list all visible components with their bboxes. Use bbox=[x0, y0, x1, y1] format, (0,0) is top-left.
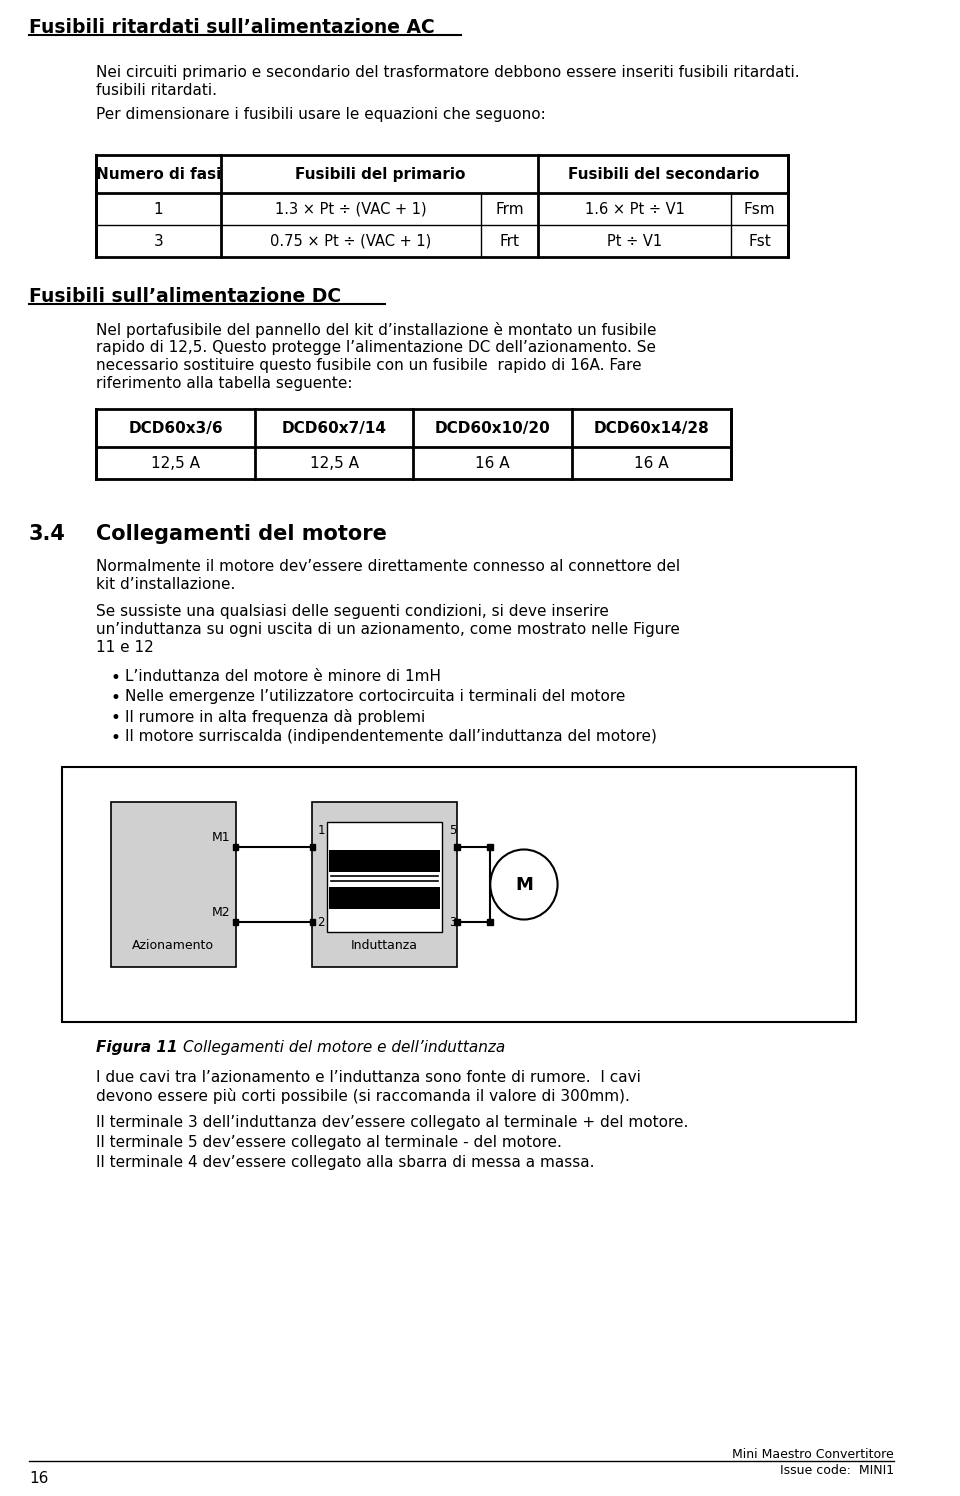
Text: Fusibili del secondario: Fusibili del secondario bbox=[567, 166, 759, 181]
Bar bbox=[232, 844, 238, 850]
Text: Mini Maestro Convertitore: Mini Maestro Convertitore bbox=[732, 1448, 894, 1462]
Text: Il motore surriscalda (indipendentemente dall’induttanza del motore): Il motore surriscalda (indipendentemente… bbox=[125, 729, 657, 744]
Text: M1: M1 bbox=[212, 830, 230, 844]
Text: Issue code:  MINI1: Issue code: MINI1 bbox=[780, 1465, 894, 1477]
Text: 16: 16 bbox=[29, 1471, 48, 1486]
Text: I due cavi tra l’azionamento e l’induttanza sono fonte di rumore.  I cavi: I due cavi tra l’azionamento e l’indutta… bbox=[96, 1070, 641, 1085]
Text: 12,5 A: 12,5 A bbox=[151, 455, 200, 471]
Text: 11 e 12: 11 e 12 bbox=[96, 640, 154, 655]
Text: Frm: Frm bbox=[495, 202, 524, 217]
Text: 16 A: 16 A bbox=[634, 455, 668, 471]
Text: 1: 1 bbox=[154, 202, 163, 217]
Circle shape bbox=[491, 850, 558, 920]
Text: 5: 5 bbox=[449, 824, 456, 836]
Text: Figura 11: Figura 11 bbox=[96, 1040, 178, 1055]
Text: DCD60x7/14: DCD60x7/14 bbox=[281, 420, 387, 435]
Text: DCD60x3/6: DCD60x3/6 bbox=[128, 420, 223, 435]
Bar bbox=[309, 919, 315, 925]
Text: Se sussiste una qualsiasi delle seguenti condizioni, si deve inserire: Se sussiste una qualsiasi delle seguenti… bbox=[96, 604, 609, 619]
Bar bbox=[309, 844, 315, 850]
Bar bbox=[62, 767, 855, 1022]
Text: 1: 1 bbox=[317, 824, 324, 836]
Bar bbox=[328, 850, 441, 872]
Bar bbox=[328, 887, 441, 910]
Text: M2: M2 bbox=[212, 907, 230, 919]
Text: M: M bbox=[515, 875, 533, 893]
Bar bbox=[96, 408, 731, 479]
Bar bbox=[454, 844, 460, 850]
Text: DCD60x14/28: DCD60x14/28 bbox=[593, 420, 709, 435]
Text: Collegamenti del motore: Collegamenti del motore bbox=[96, 524, 387, 545]
Text: Il terminale 4 dev’essere collegato alla sbarra di messa a massa.: Il terminale 4 dev’essere collegato alla… bbox=[96, 1155, 594, 1170]
Text: rapido di 12,5. Questo protegge l’alimentazione DC dell’azionamento. Se: rapido di 12,5. Questo protegge l’alimen… bbox=[96, 340, 656, 355]
Bar bbox=[110, 802, 235, 966]
Text: 2: 2 bbox=[317, 916, 324, 929]
Bar bbox=[454, 919, 460, 925]
Text: Frt: Frt bbox=[499, 233, 519, 248]
Text: Fst: Fst bbox=[748, 233, 771, 248]
Text: necessario sostituire questo fusibile con un fusibile  rapido di 16A. Fare: necessario sostituire questo fusibile co… bbox=[96, 358, 641, 373]
Text: Nel portafusibile del pannello del kit d’installazione è montato un fusibile: Nel portafusibile del pannello del kit d… bbox=[96, 322, 657, 338]
Text: Fusibili del primario: Fusibili del primario bbox=[295, 166, 465, 181]
Bar bbox=[312, 802, 457, 966]
Bar bbox=[488, 844, 493, 850]
Text: Normalmente il motore dev’essere direttamente connesso al connettore del: Normalmente il motore dev’essere diretta… bbox=[96, 560, 681, 574]
Bar bbox=[96, 156, 788, 257]
Bar bbox=[326, 821, 443, 932]
Text: Pt ÷ V1: Pt ÷ V1 bbox=[607, 233, 662, 248]
Bar bbox=[232, 919, 238, 925]
Text: Il terminale 5 dev’essere collegato al terminale - del motore.: Il terminale 5 dev’essere collegato al t… bbox=[96, 1135, 562, 1150]
Text: 1.3 × Pt ÷ (VAC + 1): 1.3 × Pt ÷ (VAC + 1) bbox=[276, 202, 426, 217]
Text: Collegamenti del motore e dell’induttanza: Collegamenti del motore e dell’induttanz… bbox=[182, 1040, 505, 1055]
Text: un’induttanza su ogni uscita di un azionamento, come mostrato nelle Figure: un’induttanza su ogni uscita di un azion… bbox=[96, 622, 680, 637]
Text: 0.75 × Pt ÷ (VAC + 1): 0.75 × Pt ÷ (VAC + 1) bbox=[271, 233, 431, 248]
Text: 12,5 A: 12,5 A bbox=[309, 455, 359, 471]
Text: Numero di fasi: Numero di fasi bbox=[96, 166, 221, 181]
Text: •: • bbox=[110, 690, 120, 708]
Text: 3: 3 bbox=[154, 233, 163, 248]
Bar bbox=[488, 919, 493, 925]
Text: devono essere più corti possibile (si raccomanda il valore di 300mm).: devono essere più corti possibile (si ra… bbox=[96, 1088, 630, 1104]
Text: L’induttanza del motore è minore di 1mH: L’induttanza del motore è minore di 1mH bbox=[125, 669, 441, 684]
Text: •: • bbox=[110, 729, 120, 747]
Text: Induttanza: Induttanza bbox=[351, 939, 418, 951]
Text: Fusibili sull’alimentazione DC: Fusibili sull’alimentazione DC bbox=[29, 287, 341, 307]
Text: 16 A: 16 A bbox=[475, 455, 510, 471]
Text: Per dimensionare i fusibili usare le equazioni che seguono:: Per dimensionare i fusibili usare le equ… bbox=[96, 108, 546, 123]
Text: DCD60x10/20: DCD60x10/20 bbox=[435, 420, 550, 435]
Text: riferimento alla tabella seguente:: riferimento alla tabella seguente: bbox=[96, 375, 352, 390]
Text: Azionamento: Azionamento bbox=[132, 939, 214, 951]
Text: kit d’installazione.: kit d’installazione. bbox=[96, 577, 235, 592]
Text: •: • bbox=[110, 709, 120, 727]
Text: Il rumore in alta frequenza dà problemi: Il rumore in alta frequenza dà problemi bbox=[125, 709, 425, 726]
Text: 1.6 × Pt ÷ V1: 1.6 × Pt ÷ V1 bbox=[585, 202, 684, 217]
Text: fusibili ritardati.: fusibili ritardati. bbox=[96, 82, 217, 99]
Text: 3: 3 bbox=[449, 916, 456, 929]
Text: Fusibili ritardati sull’alimentazione AC: Fusibili ritardati sull’alimentazione AC bbox=[29, 18, 435, 37]
Text: Nelle emergenze l’utilizzatore cortocircuita i terminali del motore: Nelle emergenze l’utilizzatore cortocirc… bbox=[125, 690, 625, 705]
Text: 3.4: 3.4 bbox=[29, 524, 65, 545]
Text: Nei circuiti primario e secondario del trasformatore debbono essere inseriti fus: Nei circuiti primario e secondario del t… bbox=[96, 64, 800, 79]
Text: •: • bbox=[110, 669, 120, 687]
Text: Il terminale 3 dell’induttanza dev’essere collegato al terminale + del motore.: Il terminale 3 dell’induttanza dev’esser… bbox=[96, 1115, 688, 1129]
Text: Fsm: Fsm bbox=[744, 202, 776, 217]
